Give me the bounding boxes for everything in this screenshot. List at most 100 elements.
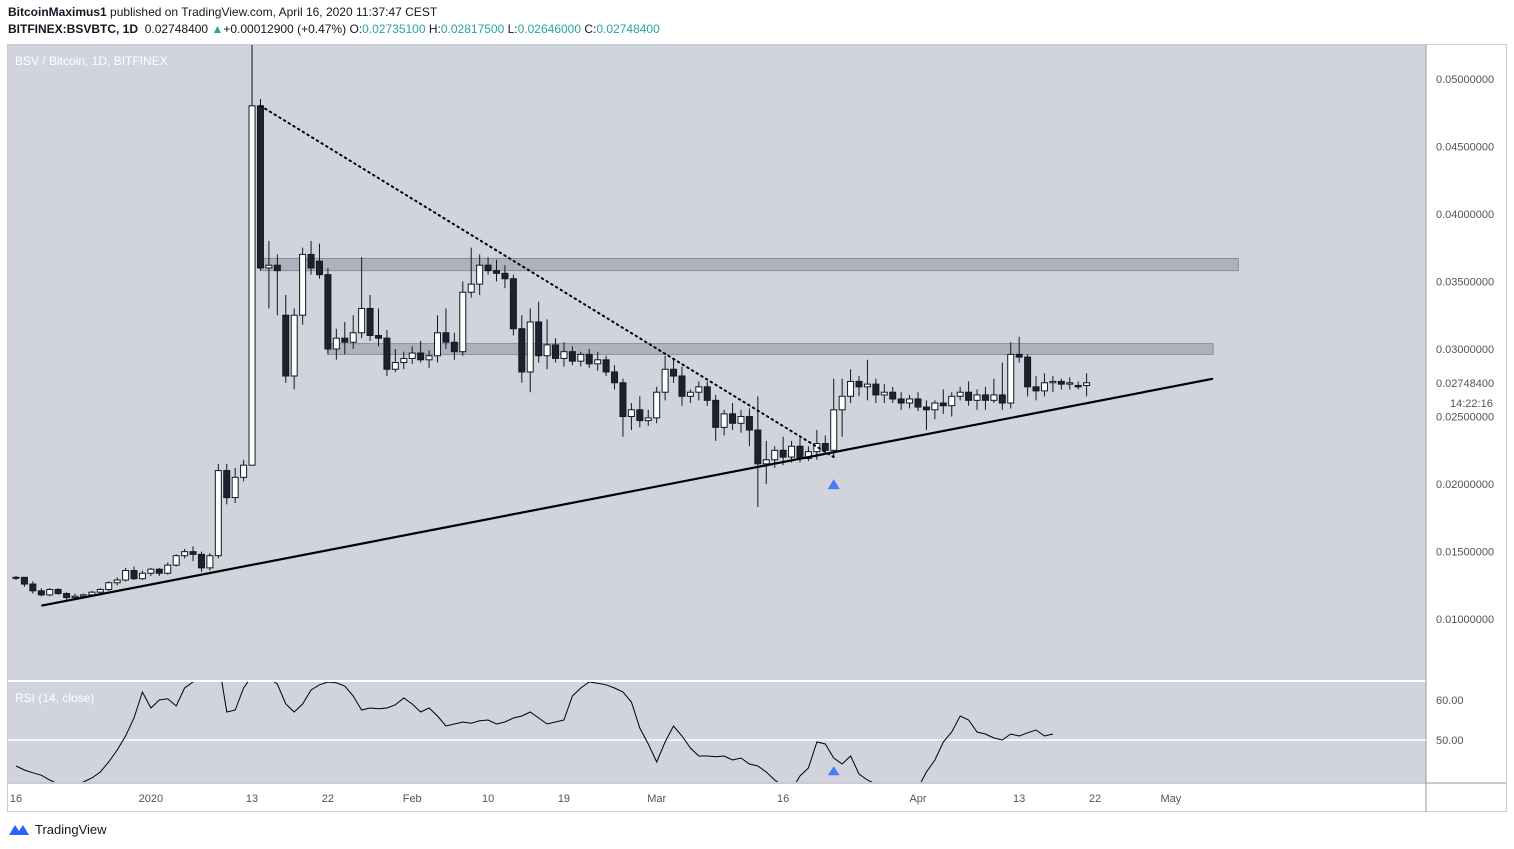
candle-down <box>998 394 1006 404</box>
candle-up <box>71 595 79 599</box>
candle-down <box>442 332 450 343</box>
candle-down <box>54 588 62 595</box>
author-name[interactable]: BitcoinMaximus1 <box>8 5 107 19</box>
change-icon: ▲ <box>211 22 224 36</box>
price-tick-label: 0.01500000 <box>1436 547 1494 559</box>
buy-signal-marker-icon[interactable] <box>827 479 840 490</box>
candle-down <box>324 274 332 350</box>
time-tick-label: 22 <box>322 793 334 805</box>
price-pane[interactable] <box>8 45 1426 680</box>
rsi-title: RSI (14, close) <box>15 691 94 705</box>
candle-up <box>863 383 871 388</box>
low-label: L: <box>507 22 518 36</box>
candle-down <box>493 270 501 274</box>
candle-up <box>560 351 568 359</box>
candle-up <box>459 291 467 353</box>
close-value: 0.02748400 <box>596 22 660 36</box>
candle-down <box>155 568 163 574</box>
candle-down <box>670 368 678 377</box>
time-tick-label: 2020 <box>139 793 163 805</box>
high-label: H: <box>428 22 441 36</box>
published-text: published on TradingView.com, April 16, … <box>110 5 438 19</box>
rsi-signal-marker-icon[interactable] <box>827 766 840 776</box>
candle-up <box>526 321 534 373</box>
candle-up <box>138 572 146 580</box>
time-tick-label: 13 <box>1013 793 1025 805</box>
candle-down <box>223 470 231 499</box>
candle-down <box>29 583 37 592</box>
candle-up <box>830 409 838 451</box>
price-tick-label: 0.05000000 <box>1436 74 1494 86</box>
tradingview-footer[interactable]: TradingView <box>8 822 107 837</box>
price-tick-label: 0.01000000 <box>1436 614 1494 626</box>
candle-up <box>990 394 998 401</box>
candle-up <box>1066 382 1074 385</box>
candle-down <box>374 334 382 339</box>
time-tick-label: 19 <box>558 793 570 805</box>
candle-up <box>653 391 661 419</box>
candle-down <box>636 409 644 422</box>
candle-up <box>1083 382 1091 386</box>
candle-up <box>931 402 939 411</box>
price-tick-label: 0.03500000 <box>1436 276 1494 288</box>
candle-up <box>847 380 855 397</box>
candle-up <box>1007 353 1015 404</box>
candle-up <box>290 314 298 377</box>
price-tick-label: 0.04000000 <box>1436 209 1494 221</box>
candle-down <box>450 341 458 353</box>
candle-up <box>880 391 888 396</box>
candle-down <box>754 429 762 465</box>
candle-up <box>906 398 914 404</box>
candle-up <box>12 576 20 579</box>
candle-down <box>872 383 880 396</box>
last-price-label: 0.02748400 <box>1436 378 1494 390</box>
candle-up <box>1049 380 1057 384</box>
candle-down <box>729 413 737 424</box>
candle-up <box>838 395 846 411</box>
time-tick-label: 16 <box>777 793 789 805</box>
open-value: 0.02735100 <box>362 22 426 36</box>
candle-down <box>37 590 45 596</box>
footer-brand: TradingView <box>35 822 107 837</box>
ascending-support-line[interactable] <box>41 377 1214 607</box>
candle-up <box>240 464 248 478</box>
candle-down <box>855 380 863 388</box>
candle-up <box>737 416 745 424</box>
candle-up <box>79 594 87 597</box>
candle-down <box>501 272 509 280</box>
candle-down <box>1015 353 1023 358</box>
descending-trendline[interactable] <box>259 104 835 459</box>
candle-down <box>509 278 517 330</box>
rsi-line[interactable] <box>15 660 1054 800</box>
time-tick-label: Feb <box>403 793 422 805</box>
price-tick-label: 0.02500000 <box>1436 412 1494 424</box>
candle-up <box>105 582 113 590</box>
candle-up <box>113 579 121 584</box>
candle-down <box>130 570 138 580</box>
candle-up <box>265 264 273 269</box>
close-label: C: <box>584 22 597 36</box>
chart-frame[interactable] <box>7 44 1507 812</box>
high-value: 0.02817500 <box>440 22 505 36</box>
candle-up <box>96 588 104 593</box>
candle-down <box>602 359 610 373</box>
candle-down <box>568 351 576 362</box>
candle-down <box>796 445 804 459</box>
candle-down <box>619 382 627 418</box>
price-tick-label: 0.03000000 <box>1436 344 1494 356</box>
candle-up <box>1040 382 1048 392</box>
countdown-tag <box>1442 394 1502 411</box>
candle-up <box>788 445 796 458</box>
time-tick-label: 13 <box>246 793 258 805</box>
resistance-zone[interactable] <box>259 257 1239 272</box>
symbol-name: BITFINEX:BSVBTC, 1D <box>8 22 139 36</box>
time-tick-label: Apr <box>909 793 926 805</box>
candle-down <box>779 449 787 458</box>
candle-down <box>417 352 425 361</box>
time-tick-label: 10 <box>482 793 494 805</box>
candle-up <box>434 332 441 357</box>
candle-up <box>408 352 416 359</box>
rsi-pane[interactable] <box>8 682 1426 782</box>
candle-down <box>821 443 829 451</box>
